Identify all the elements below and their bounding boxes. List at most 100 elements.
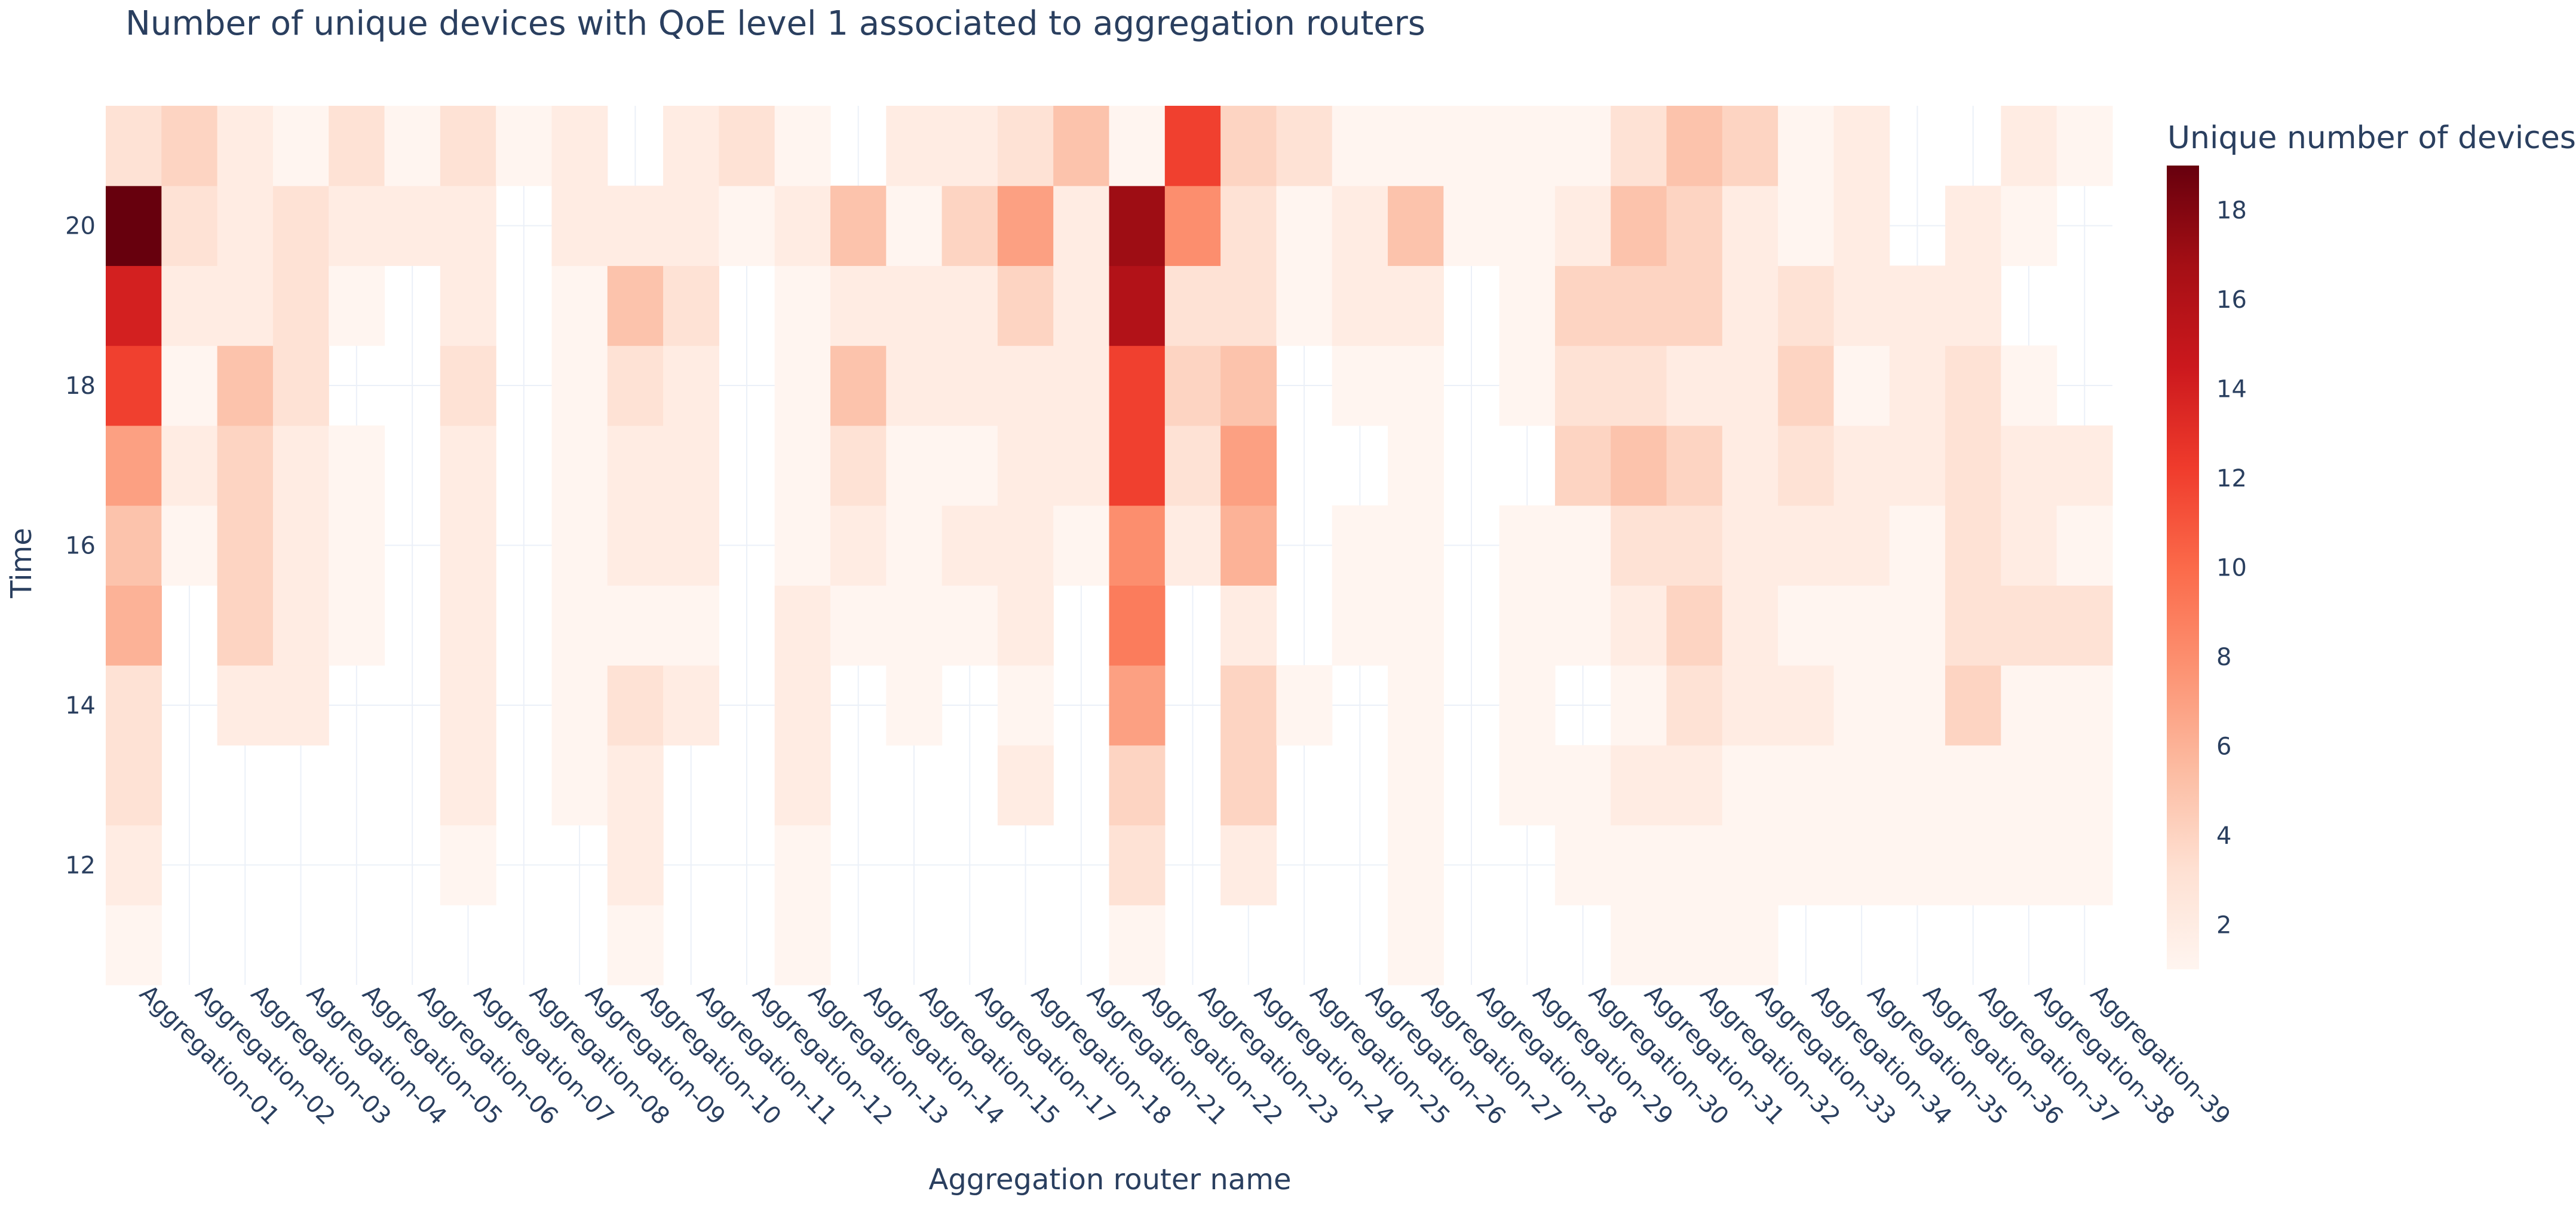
heatmap-cell <box>1109 585 1166 666</box>
heatmap-cell <box>1778 665 1835 746</box>
heatmap-cell <box>1778 505 1835 586</box>
x-axis-label: Aggregation router name <box>928 1163 1291 1196</box>
heatmap-cell <box>1666 745 1723 826</box>
heatmap-cell <box>1220 425 1277 506</box>
colorbar-tick-label: 16 <box>2216 286 2247 314</box>
heatmap-cell <box>607 505 664 586</box>
heatmap-cell <box>272 106 329 186</box>
heatmap-cell <box>272 345 329 426</box>
heatmap-cell <box>161 185 218 267</box>
heatmap-cell <box>106 265 162 346</box>
heatmap-cell <box>1554 106 1611 186</box>
heatmap-cell <box>719 106 775 186</box>
heatmap-cell <box>551 585 608 666</box>
heatmap-cell <box>1276 185 1333 267</box>
heatmap-cell <box>2056 425 2113 506</box>
heatmap-cell <box>2001 745 2057 826</box>
heatmap-cell <box>272 665 329 746</box>
colorbar-gradient <box>2167 166 2199 969</box>
heatmap-cell <box>942 585 998 666</box>
heatmap-cell <box>2056 665 2113 746</box>
heatmap-cell <box>440 185 496 267</box>
heatmap-cell <box>1889 745 1946 826</box>
heatmap-cell <box>830 585 887 666</box>
heatmap-cell <box>217 185 274 267</box>
heatmap-cell <box>1889 345 1946 426</box>
heatmap-cell <box>607 185 664 267</box>
heatmap-cell <box>1499 665 1556 746</box>
heatmap-cell <box>1220 825 1277 905</box>
y-axis-label: Time <box>5 528 38 598</box>
heatmap-cell <box>607 425 664 506</box>
heatmap-cell <box>1164 265 1221 346</box>
heatmap-cell <box>1053 345 1110 426</box>
heatmap-cell <box>1554 185 1611 267</box>
heatmap-cell <box>1833 585 1890 666</box>
heatmap-cell <box>1722 265 1778 346</box>
heatmap-cell <box>1388 665 1444 746</box>
heatmap-cell <box>217 345 274 426</box>
heatmap-cell <box>1833 106 1890 186</box>
heatmap-cell <box>663 425 719 506</box>
heatmap-cell <box>886 345 943 426</box>
heatmap-cell <box>272 265 329 346</box>
heatmap-cell <box>774 106 831 186</box>
heatmap-cell <box>329 185 385 267</box>
heatmap-cell <box>2056 585 2113 666</box>
heatmap-cell <box>1109 185 1166 267</box>
heatmap-cell <box>886 505 943 586</box>
heatmap-cell <box>1611 825 1667 905</box>
heatmap-cell <box>774 665 831 746</box>
heatmap-cell <box>942 106 998 186</box>
heatmap-cell <box>997 425 1054 506</box>
heatmap-cell <box>440 745 496 826</box>
heatmap-cell <box>1945 825 2001 905</box>
heatmap-cell <box>997 265 1054 346</box>
heatmap-cell <box>551 745 608 826</box>
heatmap-cell <box>1778 345 1835 426</box>
heatmap-cell <box>1053 185 1110 267</box>
heatmap-cell <box>1220 745 1277 826</box>
heatmap-cell <box>1276 265 1333 346</box>
heatmap-cell <box>2001 825 2057 905</box>
heatmap-cell <box>1611 745 1667 826</box>
heatmap-cell <box>106 425 162 506</box>
heatmap-cell <box>774 345 831 426</box>
heatmap-cell <box>1611 106 1667 186</box>
heatmap-cell <box>1332 185 1388 267</box>
heatmap-cell <box>1554 825 1611 905</box>
heatmap-cell <box>1332 505 1388 586</box>
heatmap-cell <box>1722 185 1778 267</box>
heatmap-cell <box>663 345 719 426</box>
heatmap-cell <box>830 185 887 267</box>
heatmap-cell <box>551 106 608 186</box>
heatmap-cell <box>106 905 162 985</box>
heatmap-cell <box>2001 185 2057 267</box>
heatmap-cell <box>1276 665 1333 746</box>
heatmap-cell <box>217 665 274 746</box>
heatmap-cell <box>551 185 608 267</box>
heatmap-cell <box>1889 425 1946 506</box>
colorbar: Unique number of devices 2 4 6 8 10 12 14 16 18 <box>2167 120 2576 969</box>
heatmap-cell <box>1833 185 1890 267</box>
heatmap-cell <box>997 665 1054 746</box>
heatmap-cell <box>551 505 608 586</box>
heatmap-cell <box>1109 425 1166 506</box>
heatmap-cell <box>774 265 831 346</box>
chart-title: Number of unique devices with QoE level … <box>125 4 1425 43</box>
heatmap-cell <box>607 745 664 826</box>
heatmap-cell <box>440 345 496 426</box>
heatmap-cell <box>1499 585 1556 666</box>
heatmap-cell <box>440 585 496 666</box>
heatmap-cell <box>217 265 274 346</box>
heatmap-cell <box>1833 345 1890 426</box>
heatmap-cell <box>1164 185 1221 267</box>
heatmap-cell <box>1833 825 1890 905</box>
heatmap-cell <box>1388 505 1444 586</box>
heatmap-cell <box>1109 265 1166 346</box>
heatmap-cell <box>161 106 218 186</box>
heatmap-cell <box>272 425 329 506</box>
heatmap-cell <box>1778 585 1835 666</box>
heatmap-cell <box>1220 106 1277 186</box>
heatmap-cell <box>830 505 887 586</box>
